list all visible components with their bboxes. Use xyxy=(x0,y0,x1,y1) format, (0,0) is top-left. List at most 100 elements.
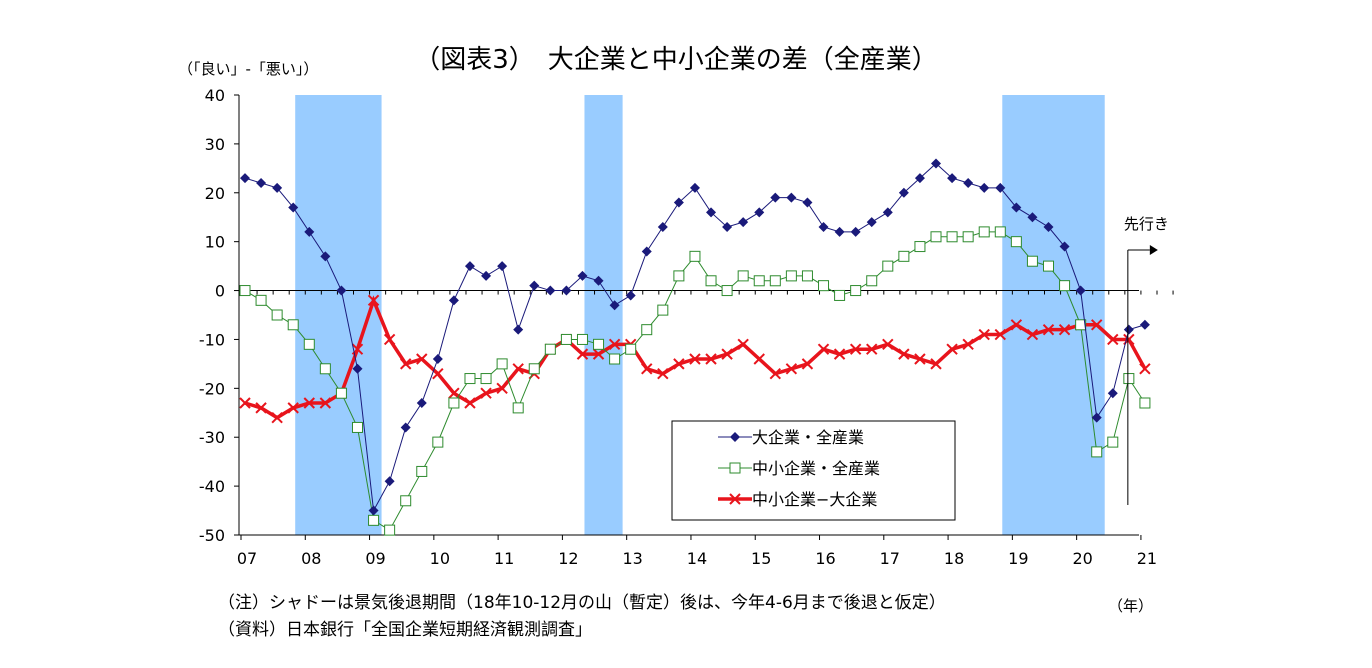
data-point xyxy=(239,285,251,297)
x-tick-label: 21 xyxy=(1137,549,1157,568)
data-point xyxy=(1139,363,1151,375)
data-point xyxy=(706,207,717,218)
x-tick-label: 12 xyxy=(558,549,578,568)
legend-marker xyxy=(729,493,741,505)
recession-shading xyxy=(295,95,1105,535)
data-point-stroke xyxy=(866,343,878,355)
data-point xyxy=(866,343,878,355)
data-point xyxy=(1058,323,1071,336)
data-point xyxy=(1091,446,1103,458)
data-point-stroke xyxy=(737,338,749,351)
data-point xyxy=(978,328,990,341)
data-point-stroke xyxy=(432,367,444,380)
y-tick-label: -40 xyxy=(199,477,225,496)
data-point xyxy=(1075,285,1086,296)
data-point xyxy=(754,207,765,218)
data-point xyxy=(1091,412,1102,423)
data-point xyxy=(850,226,861,237)
x-tick-label: 17 xyxy=(880,549,900,568)
zero-line xyxy=(239,290,1174,295)
data-point xyxy=(255,402,267,414)
data-point xyxy=(304,226,315,237)
data-point-stroke xyxy=(239,397,251,409)
data-point xyxy=(255,294,267,306)
data-point xyxy=(576,348,589,360)
y-tick-label: 10 xyxy=(205,233,225,252)
data-point xyxy=(946,343,958,355)
data-point xyxy=(545,285,556,296)
data-point xyxy=(288,202,299,213)
data-point xyxy=(673,270,685,282)
note-source: （資料）日本銀行「全国企業短期経済観測調査」 xyxy=(218,620,592,640)
data-point-stroke xyxy=(416,353,428,365)
data-point xyxy=(271,411,283,424)
data-point xyxy=(866,217,877,228)
data-point xyxy=(1011,202,1022,213)
data-point-stroke xyxy=(721,348,733,360)
x-axis-unit-label: （年） xyxy=(1108,597,1153,615)
data-point xyxy=(769,275,781,287)
data-point xyxy=(641,363,653,375)
data-point-stroke xyxy=(1026,328,1039,341)
data-point-stroke xyxy=(833,348,846,360)
x-tick-label: 08 xyxy=(301,549,321,568)
data-point-stroke xyxy=(319,397,332,409)
data-point xyxy=(320,251,331,262)
data-point-stroke xyxy=(271,411,283,424)
data-point xyxy=(962,231,974,243)
y-tick-label: 0 xyxy=(215,282,225,301)
series-1 xyxy=(240,158,1150,516)
data-point xyxy=(400,495,412,507)
data-point xyxy=(577,270,588,281)
data-point xyxy=(513,324,524,335)
x-tick-label: 19 xyxy=(1008,549,1028,568)
y-tick-label: 40 xyxy=(205,86,225,105)
data-point xyxy=(336,285,347,296)
data-point xyxy=(319,363,331,375)
data-point-stroke xyxy=(1042,323,1055,336)
data-point xyxy=(962,338,974,351)
x-tick-label: 18 xyxy=(944,549,964,568)
data-point xyxy=(1042,323,1055,336)
data-point-stroke xyxy=(914,353,926,365)
data-point-stroke xyxy=(576,348,589,360)
note-shading: （注）シャドーは景気後退期間（18年10-12月の山（暫定）後は、今年4-6月ま… xyxy=(218,593,946,613)
data-point xyxy=(1010,319,1023,331)
data-point xyxy=(898,348,910,360)
data-point xyxy=(1107,388,1118,399)
data-point xyxy=(770,192,781,203)
data-point xyxy=(272,182,283,193)
data-point xyxy=(303,397,315,409)
data-point-stroke xyxy=(383,333,396,346)
data-point-stroke xyxy=(608,338,621,351)
data-point-stroke xyxy=(817,343,830,355)
data-point xyxy=(818,222,829,232)
data-point xyxy=(432,354,443,364)
data-point xyxy=(834,289,846,301)
data-point xyxy=(705,275,717,287)
data-point xyxy=(528,363,540,375)
data-point xyxy=(1043,222,1054,232)
data-point xyxy=(529,280,540,291)
data-point xyxy=(1139,397,1151,409)
data-point-stroke xyxy=(994,328,1006,341)
data-point xyxy=(351,421,363,433)
data-point xyxy=(801,358,814,370)
data-point xyxy=(303,338,315,350)
forecast-marker: 先行き xyxy=(1124,215,1169,505)
data-point xyxy=(480,387,492,399)
data-point xyxy=(512,402,524,414)
data-point xyxy=(383,333,396,346)
data-point xyxy=(416,398,427,408)
data-point xyxy=(817,343,830,355)
data-point-stroke xyxy=(785,363,798,375)
x-tick-label: 14 xyxy=(687,549,707,568)
data-point-stroke xyxy=(930,358,942,370)
x-tick-label: 09 xyxy=(365,549,385,568)
data-point-stroke xyxy=(849,343,862,355)
chart-title: （図表3） 大企業と中小企業の差（全産業） xyxy=(414,45,938,75)
legend-label: 大企業・全産業 xyxy=(752,428,864,447)
data-point xyxy=(641,324,653,336)
data-point xyxy=(947,173,958,184)
data-point xyxy=(432,436,444,448)
